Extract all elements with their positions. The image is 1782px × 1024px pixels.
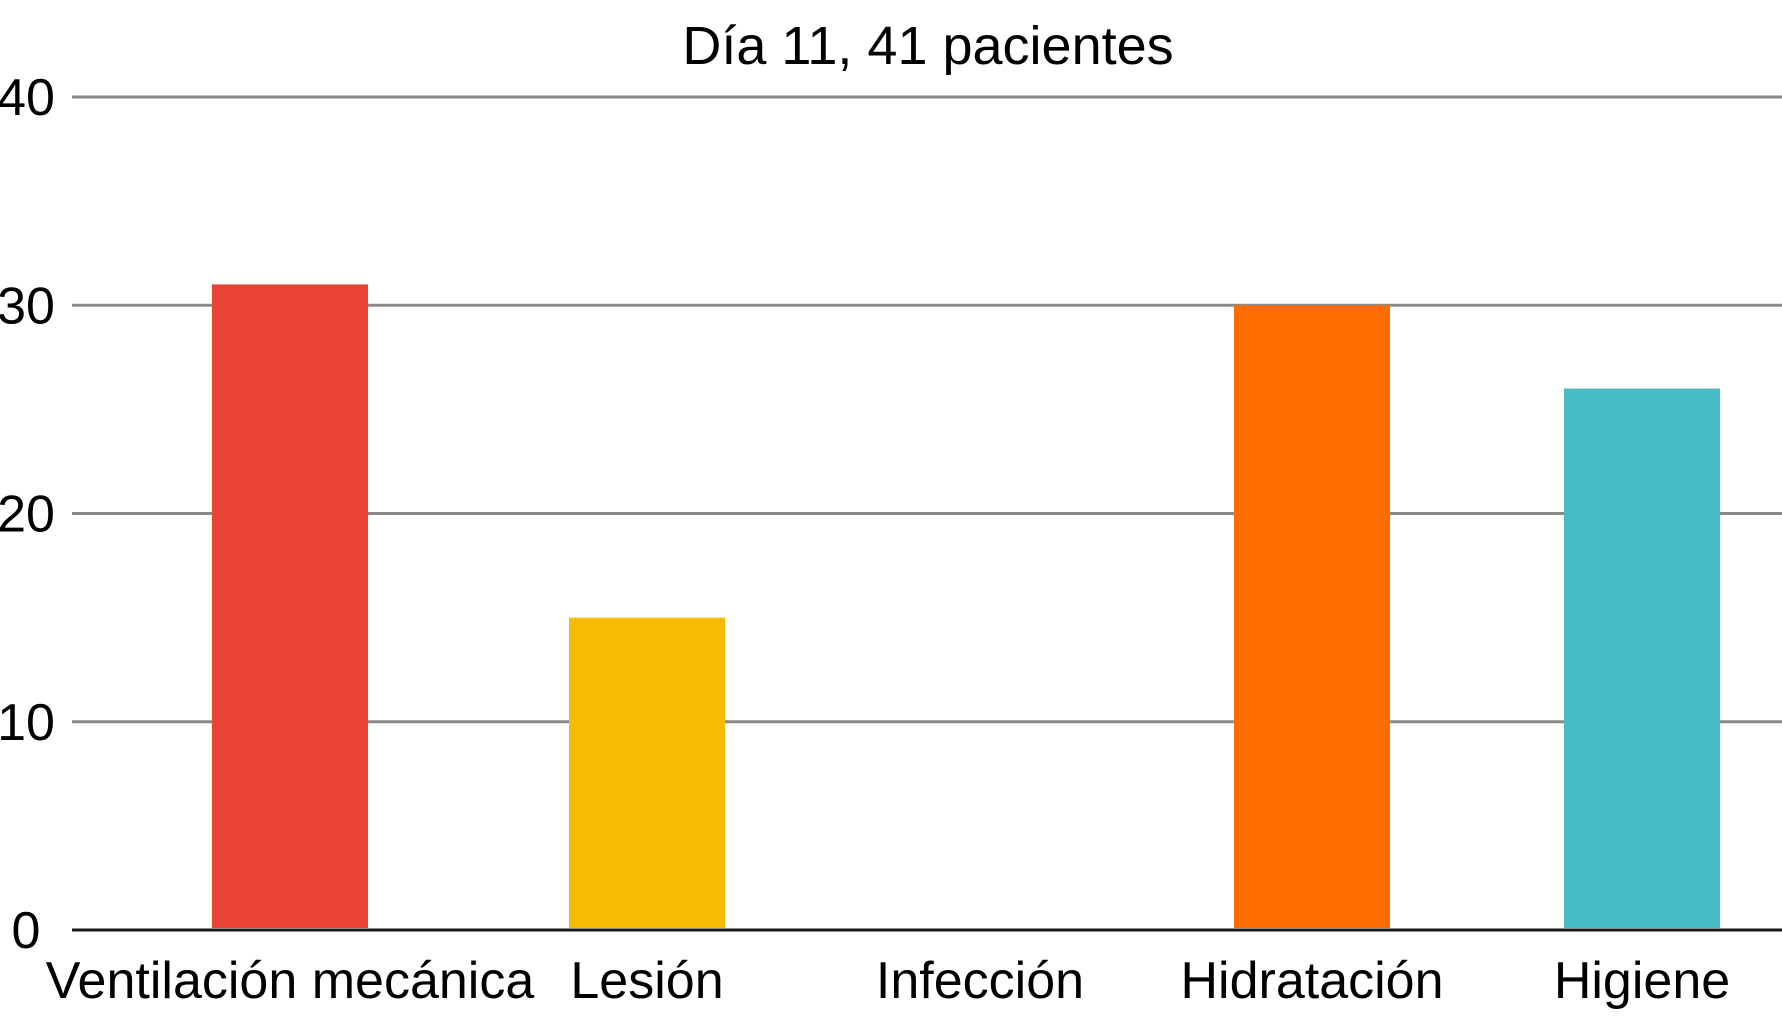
x-axis-categories: Ventilación mecánica Lesión Infección Hidra… (46, 952, 1730, 1010)
chart-title: Día 11, 41 pacientes (682, 16, 1173, 76)
y-tick-label: 40 (0, 69, 55, 127)
x-category-label: Higiene (1554, 952, 1730, 1010)
bar (1234, 305, 1390, 928)
bar (1564, 388, 1720, 928)
y-tick-label: 0 (12, 902, 41, 960)
y-tick-label: 20 (0, 486, 55, 544)
x-category-label: Ventilación mecánica (46, 952, 535, 1010)
y-tick-label: 30 (0, 277, 55, 335)
y-axis-ticks: 0 10 20 30 40 (0, 69, 55, 960)
bar (569, 617, 725, 928)
bar (212, 284, 368, 928)
x-category-label: Hidratación (1180, 952, 1443, 1010)
y-tick-label: 10 (0, 694, 55, 752)
bars (212, 284, 1720, 928)
x-category-label: Lesión (570, 952, 723, 1010)
x-category-label: Infección (876, 952, 1084, 1010)
